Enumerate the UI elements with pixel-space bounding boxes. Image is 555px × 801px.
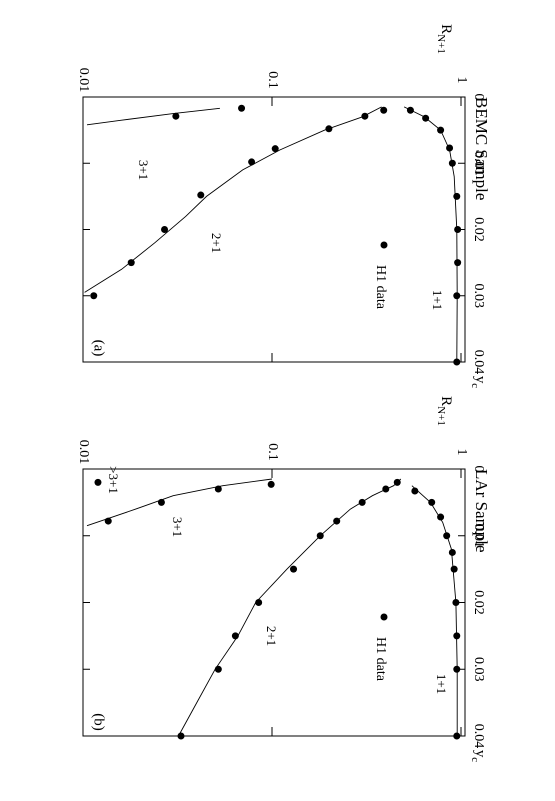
x-axis-label-main: y: [472, 376, 488, 384]
data-point: [428, 498, 436, 506]
series-label: 3+1: [136, 160, 151, 180]
data-point: [443, 532, 451, 540]
y-tick-label: 0.01: [76, 440, 91, 465]
y-tick-label: 1: [454, 449, 469, 456]
data-point: [437, 126, 445, 134]
data-point: [290, 565, 298, 573]
data-point: [448, 159, 456, 167]
series-label: 1+1: [430, 290, 445, 310]
y-axis-label-sub: N+1: [435, 406, 447, 426]
x-tick-label: 0.04: [471, 724, 486, 749]
data-point: [177, 732, 185, 740]
data-point: [325, 125, 333, 133]
y-axis-label-main: R: [438, 24, 454, 34]
x-tick-label: 0.01: [471, 151, 486, 176]
data-point: [231, 632, 239, 640]
series-label: 1+1: [434, 674, 449, 694]
data-point: [437, 513, 445, 521]
data-point: [448, 548, 456, 556]
data-point: [411, 487, 419, 495]
data-point: [453, 632, 461, 640]
data-point: [214, 485, 222, 493]
y-tick-label: 0.01: [76, 68, 91, 93]
data-point: [161, 226, 169, 233]
x-axis-label: yc: [469, 750, 487, 763]
panel-label: (a): [91, 340, 107, 357]
y-axis-label: RN+1: [435, 396, 453, 426]
data-point: [453, 665, 461, 673]
panel-title: LAr Sample: [472, 469, 491, 553]
data-point: [446, 144, 454, 152]
data-point: [94, 478, 102, 486]
y-tick-label: 0.1: [265, 443, 280, 461]
data-point: [422, 114, 430, 122]
data-point: [453, 358, 461, 366]
data-point: [157, 498, 165, 506]
data-point: [214, 665, 222, 673]
series-label: 2+1: [209, 233, 224, 253]
x-tick-label: 0: [471, 94, 486, 101]
x-tick-label: 0.02: [471, 217, 486, 242]
data-point: [127, 259, 135, 267]
data-point: [197, 191, 205, 199]
model-curve: [178, 478, 402, 737]
legend-label: H1 data: [373, 265, 388, 310]
legend-marker: [380, 241, 388, 249]
y-axis-label-sub: N+1: [435, 34, 447, 54]
panel-label: (b): [91, 713, 107, 731]
x-tick-label: 0.02: [471, 590, 486, 615]
x-tick-label: 0.04: [471, 350, 486, 375]
data-point: [453, 292, 461, 300]
plot-frame: [82, 468, 466, 737]
data-point: [450, 565, 458, 573]
data-point: [454, 226, 462, 233]
x-tick-label: 0.03: [471, 284, 486, 309]
model-curve: [86, 478, 273, 527]
data-point: [104, 517, 112, 525]
x-axis-label-main: y: [472, 750, 488, 758]
series-label: >3+1: [106, 466, 121, 494]
data-point: [452, 599, 460, 606]
panel-title: BEMC Sample: [472, 97, 491, 200]
data-point: [454, 259, 462, 267]
x-axis-label-sub: c: [469, 383, 481, 388]
data-point: [453, 192, 461, 200]
data-point: [316, 532, 324, 540]
data-point: [453, 732, 461, 740]
series-label: 2+1: [264, 626, 279, 646]
model-curve: [86, 107, 220, 126]
y-tick-label: 1: [454, 77, 469, 84]
data-point: [271, 145, 279, 153]
x-axis-label: yc: [469, 376, 487, 389]
data-point: [238, 104, 246, 112]
series-label: 3+1: [170, 517, 185, 537]
y-tick-label: 0.1: [265, 71, 280, 89]
data-point: [382, 485, 390, 493]
data-point: [361, 112, 369, 120]
y-axis-label: RN+1: [435, 24, 453, 54]
data-point: [358, 498, 366, 506]
data-point: [380, 106, 388, 114]
data-point: [90, 292, 98, 300]
y-axis-label-main: R: [438, 396, 454, 406]
legend-marker: [380, 613, 388, 621]
data-point: [267, 480, 275, 488]
plot-frame: [82, 96, 466, 363]
model-curve: [411, 485, 458, 736]
x-axis-label-sub: c: [469, 757, 481, 762]
x-tick-label: 0: [471, 466, 486, 473]
data-point: [255, 599, 263, 606]
data-point: [172, 112, 180, 120]
model-curve: [84, 106, 382, 293]
data-point: [333, 517, 341, 525]
data-point: [393, 478, 401, 486]
x-tick-label: 0.03: [471, 657, 486, 682]
data-point: [406, 106, 414, 114]
x-tick-label: 0.01: [471, 524, 486, 549]
data-point: [248, 158, 256, 166]
legend-label: H1 data: [373, 637, 388, 682]
